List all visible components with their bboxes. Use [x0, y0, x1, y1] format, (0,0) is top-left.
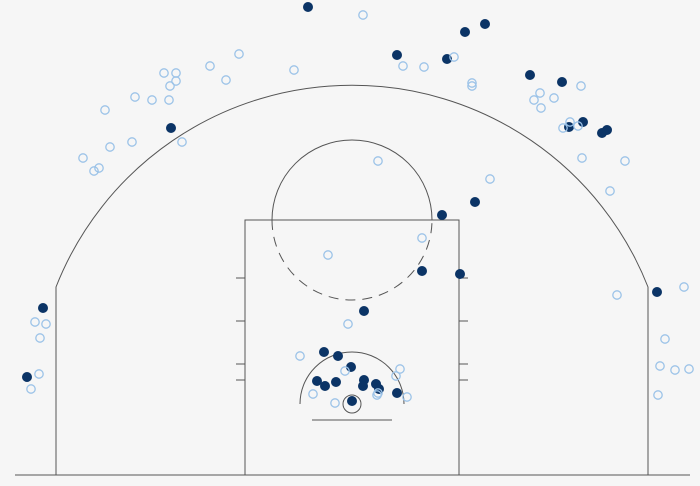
missed-shot: [549, 93, 559, 103]
missed-shot: [358, 10, 368, 20]
three-point-line: [55, 84, 649, 475]
missed-shot: [94, 163, 104, 173]
made-shot: [38, 303, 48, 313]
missed-shot: [30, 317, 40, 327]
made-shot: [652, 287, 662, 297]
missed-shot: [78, 153, 88, 163]
made-shot: [392, 388, 402, 398]
missed-shot: [679, 282, 689, 292]
missed-shot: [402, 392, 412, 402]
made-shot: [359, 306, 369, 316]
missed-shot: [164, 95, 174, 105]
made-shot: [312, 376, 322, 386]
missed-shot: [340, 366, 350, 376]
free-throw-circle-dashed: [271, 219, 433, 301]
made-shot: [578, 117, 588, 127]
missed-shot: [373, 388, 383, 398]
missed-shot: [147, 95, 157, 105]
made-shot: [557, 77, 567, 87]
missed-shot: [35, 333, 45, 343]
missed-shot: [373, 156, 383, 166]
missed-shot: [127, 137, 137, 147]
made-shot: [358, 381, 368, 391]
made-shot: [480, 19, 490, 29]
missed-shot: [573, 121, 583, 131]
restricted-area: [299, 351, 405, 405]
missed-shot: [417, 233, 427, 243]
made-shot: [525, 70, 535, 80]
hoop: [342, 394, 362, 414]
missed-shot: [535, 88, 545, 98]
lane: [244, 219, 460, 476]
missed-shot: [171, 68, 181, 78]
free-throw-circle: [271, 139, 433, 221]
missed-shot: [171, 76, 181, 86]
missed-shot: [684, 364, 694, 374]
made-shot: [347, 396, 357, 406]
missed-shot: [26, 384, 36, 394]
court: [15, 84, 690, 476]
missed-shot: [670, 365, 680, 375]
made-shot: [470, 197, 480, 207]
missed-shot: [130, 92, 140, 102]
missed-shot: [41, 319, 51, 329]
lane-hash-marks: [236, 277, 468, 381]
missed-shot: [620, 156, 630, 166]
missed-shot: [165, 81, 175, 91]
missed-shot: [221, 75, 231, 85]
made-shot: [331, 377, 341, 387]
missed-shot: [295, 351, 305, 361]
missed-shot: [577, 153, 587, 163]
missed-shot: [612, 290, 622, 300]
missed-shot: [605, 186, 615, 196]
made-shot: [333, 351, 343, 361]
missed-shot: [308, 389, 318, 399]
missed-shot: [419, 62, 429, 72]
missed-shot: [391, 371, 401, 381]
missed-shot: [565, 117, 575, 127]
made-shot: [460, 27, 470, 37]
missed-shot: [159, 68, 169, 78]
missed-shot: [343, 319, 353, 329]
missed-shot: [576, 81, 586, 91]
made-shot: [22, 372, 32, 382]
made-shot: [320, 381, 330, 391]
missed-shot: [234, 49, 244, 59]
missed-shot: [177, 137, 187, 147]
missed-shot: [89, 166, 99, 176]
made-shot: [319, 347, 329, 357]
missed-shot: [398, 61, 408, 71]
missed-shot: [467, 81, 477, 91]
missed-shot: [105, 142, 115, 152]
missed-shot: [34, 369, 44, 379]
made-shot: [602, 125, 612, 135]
missed-shot: [655, 361, 665, 371]
missed-shot: [100, 105, 110, 115]
made-shot: [303, 2, 313, 12]
missed-shot: [485, 174, 495, 184]
missed-shot: [395, 364, 405, 374]
made-shot: [392, 50, 402, 60]
missed-shot: [289, 65, 299, 75]
missed-shot: [660, 334, 670, 344]
missed-shot: [653, 390, 663, 400]
missed-shot: [536, 103, 546, 113]
missed-shot: [558, 123, 568, 133]
missed-shot: [467, 78, 477, 88]
missed-shot: [529, 95, 539, 105]
missed-shot: [205, 61, 215, 71]
missed-shot: [449, 52, 459, 62]
made-shot: [437, 210, 447, 220]
missed-shot: [323, 250, 333, 260]
missed-shot: [330, 398, 340, 408]
made-shot: [455, 269, 465, 279]
made-shot: [417, 266, 427, 276]
made-shot: [166, 123, 176, 133]
